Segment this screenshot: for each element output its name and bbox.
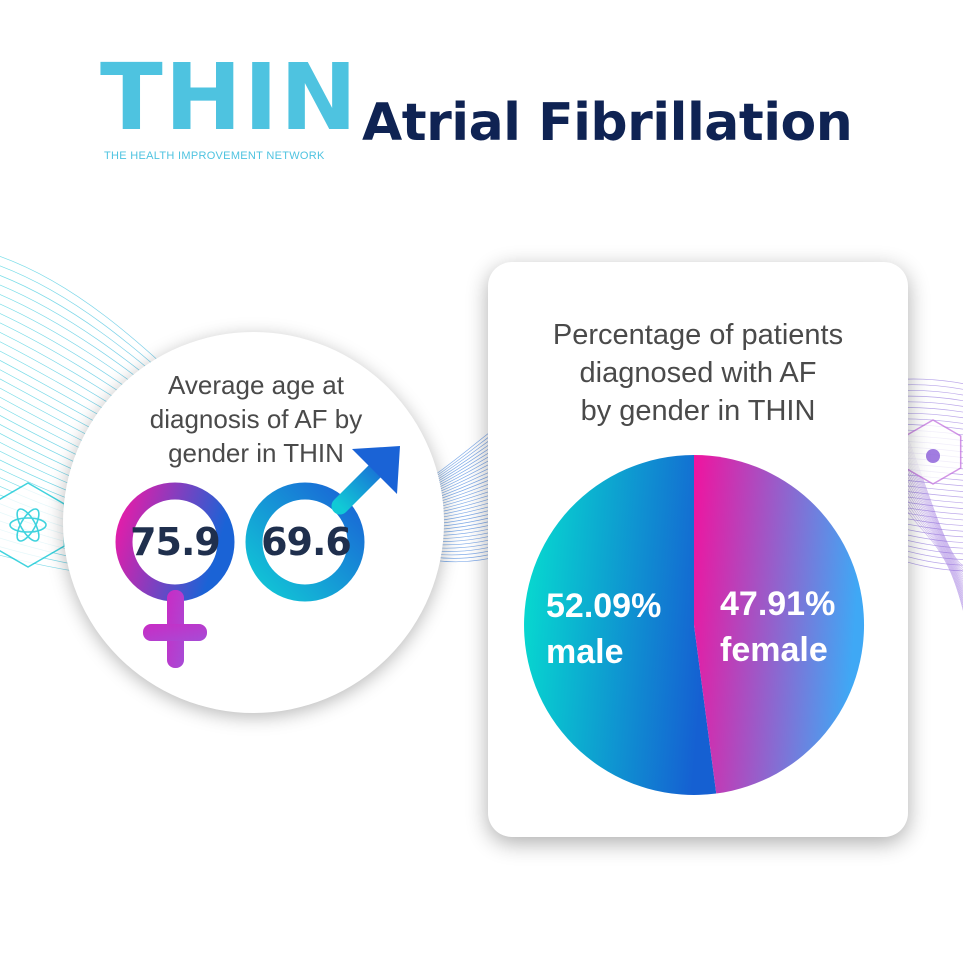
male-average-age: 69.6: [261, 520, 352, 564]
pie-slice-female: [694, 455, 865, 794]
pie-heading-line-1: Percentage of patients: [552, 319, 844, 351]
age-heading-line-3: gender in THIN: [168, 438, 344, 468]
male-label-text: male: [546, 633, 624, 671]
page-title: Atrial Fibrillation: [362, 93, 853, 153]
atom-icon: [9, 508, 47, 542]
female-label-text: female: [720, 631, 828, 669]
male-slice-label: 52.09% male: [546, 583, 661, 675]
female-symbol-icon: [115, 482, 235, 668]
age-heading-line-2: diagnosis of AF by: [149, 404, 363, 434]
male-symbol-icon: [245, 446, 400, 602]
pie-slice-male: [524, 455, 717, 795]
thin-logo-wordmark: THIN: [100, 44, 359, 151]
pill-icon: [926, 449, 940, 463]
female-average-age: 75.9: [130, 520, 221, 564]
pie-heading-line-3: by gender in THIN: [580, 395, 816, 427]
thin-logo-tagline: THE HEALTH IMPROVEMENT NETWORK: [104, 150, 325, 162]
female-slice-label: 47.91% female: [720, 581, 835, 673]
female-percentage: 47.91%: [720, 585, 836, 623]
average-age-heading: Average age at diagnosis of AF by gender…: [108, 368, 404, 470]
age-heading-line-1: Average age at: [168, 370, 344, 400]
gender-percentage-heading: Percentage of patients diagnosed with AF…: [498, 316, 898, 430]
pie-heading-line-2: diagnosed with AF: [579, 357, 817, 389]
male-percentage: 52.09%: [546, 587, 662, 625]
